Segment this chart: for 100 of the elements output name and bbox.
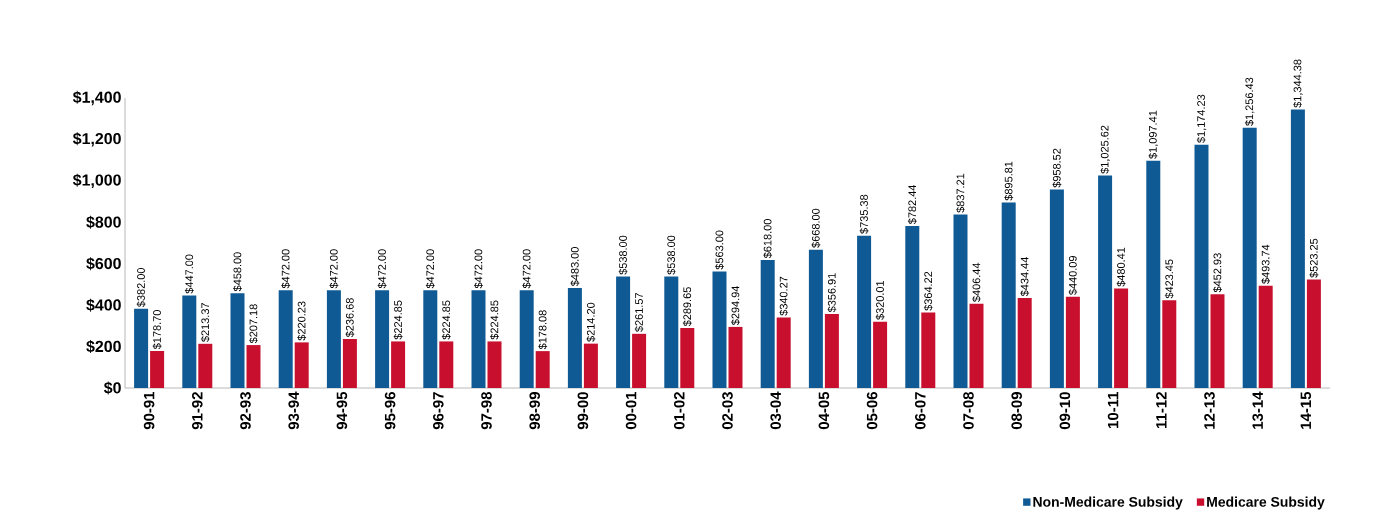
data-label: $1,256.43 [1244,77,1255,126]
data-label: $782.44 [907,184,917,225]
data-label: $224.85 [490,300,499,340]
x-tick-label: 13-14 [1252,391,1263,429]
bar [1258,285,1273,388]
data-label: $958.52 [1052,148,1062,188]
x-tick-label: 04-05 [818,391,830,430]
bar [1242,127,1257,388]
data-label: $483.00 [570,247,580,287]
bar [760,259,775,388]
bar [391,341,406,388]
x-tick-label: 92-93 [240,392,251,430]
bar [230,293,245,388]
x-tick-label: 06-07 [915,392,926,430]
bar [423,290,438,388]
x-tick-label: 93-94 [288,391,299,430]
data-label: $214.20 [586,302,596,342]
x-tick-label: 14-15 [1300,391,1312,429]
data-label: $480.41 [1116,247,1126,287]
data-label: $224.85 [393,300,403,340]
data-label: $213.37 [200,303,210,342]
data-label: $493.74 [1261,244,1271,284]
y-tick-label: $1,400 [72,90,121,106]
bar [342,338,357,388]
bar [583,343,598,388]
data-label: $364.22 [923,271,933,311]
x-tick-label: 97-98 [481,391,492,430]
bar [567,287,582,388]
bar [519,290,534,388]
data-label: $472.00 [281,249,291,289]
data-label: $178.08 [538,310,548,350]
bar [1098,175,1113,388]
bar [824,314,839,388]
bar [808,249,823,388]
legend-label: Non-Medicare Subsidy [1033,496,1183,510]
x-tick-label: 12-13 [1204,392,1215,429]
bar [664,276,679,388]
x-tick-label: 99-00 [577,392,589,430]
x-tick-label: 08-09 [1011,392,1022,430]
bar [1017,298,1032,388]
bar [632,333,647,388]
data-label: $538.00 [618,235,628,275]
bar [471,290,486,388]
data-label: $472.00 [474,249,483,289]
data-label: $289.65 [682,287,692,327]
bar [712,271,727,388]
data-label: $356.91 [827,273,837,313]
bar [953,214,968,388]
data-label: $452.93 [1213,253,1222,293]
bar [1162,300,1177,388]
bar [1210,294,1225,388]
y-tick-label: $600 [86,257,121,271]
bar [905,225,920,388]
x-tick-label: 96-97 [433,392,444,430]
x-tick-label: 02-03 [722,392,733,430]
y-tick-label: $0 [103,381,121,395]
bar [921,312,936,388]
y-tick-label: $1,000 [72,173,121,189]
data-label: $236.68 [345,298,355,338]
data-label: $261.57 [634,293,644,332]
data-label: $563.00 [715,230,724,270]
bar [326,290,341,388]
bar [1114,288,1129,388]
bar [1290,109,1305,388]
bar [857,235,872,388]
data-label: $320.01 [875,280,885,320]
bar [728,326,743,388]
data-label: $472.00 [329,249,339,289]
bar [375,290,390,388]
data-label: $523.25 [1309,238,1319,278]
y-tick-label: $200 [86,340,121,354]
data-label: $440.09 [1068,256,1078,296]
x-tick-label: 07-08 [963,391,974,430]
y-tick-label: $800 [86,215,121,229]
bar [278,290,293,388]
legend-label: Medicare Subsidy [1207,496,1325,510]
x-tick-label: 11-12 [1156,392,1167,428]
data-label: $447.00 [184,254,194,294]
data-label: $1,344.38 [1293,59,1303,108]
bar [873,321,888,388]
bar [294,342,309,388]
bar [439,341,454,388]
bar [1306,279,1321,388]
data-label: $178.70 [152,310,162,350]
bar [1194,144,1209,388]
bar [616,276,631,388]
data-label: $1,097.41 [1148,110,1159,159]
data-label: $423.45 [1164,259,1174,299]
bar [246,345,261,388]
data-label: $382.00 [136,268,146,308]
x-tick-label: 09-10 [1059,392,1071,430]
data-label: $294.94 [731,285,740,326]
x-tick-label: 90-91 [143,391,155,430]
data-label: $668.00 [811,208,821,248]
data-label: $458.00 [233,252,242,292]
bar [487,341,502,388]
x-tick-label: 01-02 [674,392,685,430]
x-tick-label: 98-99 [529,392,540,430]
data-label: $434.44 [1020,257,1030,297]
data-label: $895.81 [1004,161,1014,201]
